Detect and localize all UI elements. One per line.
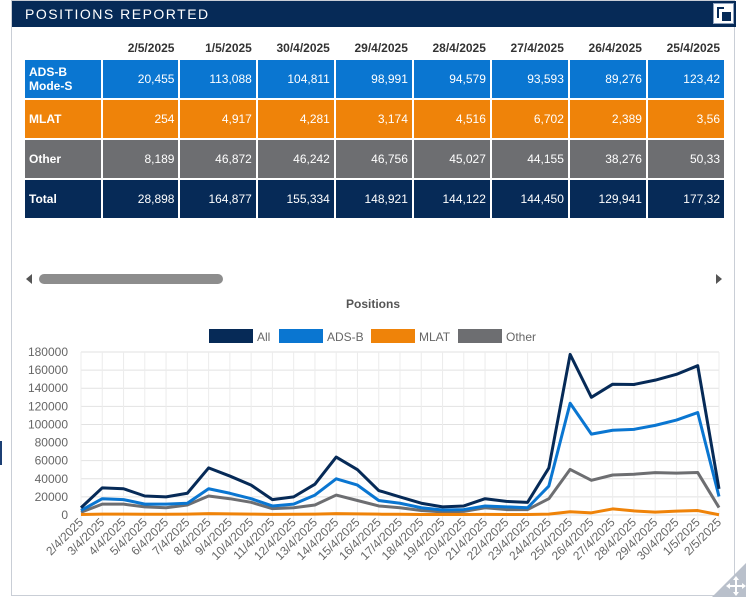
table-cell: 89,276 bbox=[569, 60, 646, 98]
legend-swatch-all[interactable] bbox=[209, 329, 253, 343]
date-header: 29/4/2025 bbox=[335, 38, 412, 58]
table-cell: 20,455 bbox=[103, 60, 179, 98]
restore-icon-fill bbox=[722, 12, 731, 21]
legend-label-ads-b[interactable]: ADS-B bbox=[327, 330, 364, 344]
positions-panel: POSITIONS REPORTED 2/5/2025 1/5/2025 30/… bbox=[11, 0, 746, 597]
y-tick-label: 60000 bbox=[35, 454, 69, 468]
date-header: 26/4/2025 bbox=[569, 38, 646, 58]
table-cell: 123,42 bbox=[647, 60, 724, 98]
y-tick-label: 20000 bbox=[35, 490, 69, 504]
y-tick-label: 100000 bbox=[28, 417, 68, 431]
date-header: 28/4/2025 bbox=[413, 38, 490, 58]
series-line-mlat[interactable] bbox=[80, 507, 720, 517]
table-cell: 144,122 bbox=[413, 180, 490, 218]
legend-swatch-ads-b[interactable] bbox=[279, 329, 323, 343]
y-tick-label: 140000 bbox=[28, 381, 68, 395]
table-corner bbox=[25, 38, 102, 58]
table-cell: 46,872 bbox=[180, 140, 256, 178]
table-cell: 4,516 bbox=[413, 100, 490, 138]
date-header: 2/5/2025 bbox=[103, 38, 179, 58]
date-header: 30/4/2025 bbox=[257, 38, 334, 58]
table-cell: 155,334 bbox=[257, 180, 334, 218]
table-cell: 104,811 bbox=[257, 60, 334, 98]
table-cell: 3,174 bbox=[335, 100, 412, 138]
restore-icon bbox=[717, 7, 724, 18]
table-row-adsb: ADS-B Mode-S 20,455 113,088 104,811 98,99… bbox=[25, 60, 724, 98]
table-cell: 46,242 bbox=[257, 140, 334, 178]
y-axis: 0 20000 40000 60000 80000 100000 120000 140000 1… bbox=[28, 345, 68, 522]
table-cell: 8,189 bbox=[103, 140, 179, 178]
chart-legend: All ADS-B MLAT Other bbox=[209, 329, 536, 344]
y-tick-label: 0 bbox=[61, 508, 68, 522]
panel-title: POSITIONS REPORTED bbox=[25, 6, 210, 22]
table-cell: 45,027 bbox=[413, 140, 490, 178]
restore-window-button[interactable] bbox=[713, 3, 734, 24]
table-cell: 46,756 bbox=[335, 140, 412, 178]
table-row-mlat: MLAT 254 4,917 4,281 3,174 4,516 6,702 2… bbox=[25, 100, 724, 138]
table-row-other: Other 8,189 46,872 46,242 46,756 45,027 … bbox=[25, 140, 724, 178]
positions-chart: Positions All ADS-B MLAT Other 0 20000 40000 6… bbox=[28, 297, 724, 563]
positions-table-container[interactable]: 2/5/2025 1/5/2025 30/4/2025 29/4/2025 28… bbox=[23, 36, 726, 232]
table-cell: 93,593 bbox=[491, 60, 568, 98]
legend-label-other[interactable]: Other bbox=[506, 330, 536, 344]
table-header-row: 2/5/2025 1/5/2025 30/4/2025 29/4/2025 28… bbox=[25, 38, 724, 58]
row-label-mlat: MLAT bbox=[25, 100, 102, 138]
table-row-total: Total 28,898 164,877 155,334 148,921 144… bbox=[25, 180, 724, 218]
chart-title: Positions bbox=[346, 297, 400, 311]
table-cell: 148,921 bbox=[335, 180, 412, 218]
table-cell: 28,898 bbox=[103, 180, 179, 218]
legend-swatch-other[interactable] bbox=[458, 329, 502, 343]
table-cell: 129,941 bbox=[569, 180, 646, 218]
table-cell: 3,56 bbox=[647, 100, 724, 138]
legend-label-mlat[interactable]: MLAT bbox=[419, 330, 451, 344]
row-label-adsb: ADS-B Mode-S bbox=[25, 60, 102, 98]
y-tick-label: 160000 bbox=[28, 363, 68, 377]
y-tick-label: 120000 bbox=[28, 399, 68, 413]
row-label-total: Total bbox=[25, 180, 102, 218]
scroll-thumb[interactable] bbox=[39, 274, 223, 284]
table-cell: 113,088 bbox=[180, 60, 256, 98]
table-cell: 44,155 bbox=[491, 140, 568, 178]
resize-handle-icon[interactable] bbox=[712, 563, 746, 597]
y-tick-label: 40000 bbox=[35, 472, 69, 486]
table-cell: 50,33 bbox=[647, 140, 724, 178]
table-cell: 94,579 bbox=[413, 60, 490, 98]
table-cell: 6,702 bbox=[491, 100, 568, 138]
legend-label-all[interactable]: All bbox=[257, 330, 270, 344]
table-cell: 38,276 bbox=[569, 140, 646, 178]
y-tick-label: 180000 bbox=[28, 345, 68, 359]
table-cell: 4,917 bbox=[180, 100, 256, 138]
chart-series bbox=[79, 352, 721, 517]
legend-swatch-mlat[interactable] bbox=[371, 329, 415, 343]
series-line-other[interactable] bbox=[80, 467, 721, 514]
date-header: 27/4/2025 bbox=[491, 38, 568, 58]
row-label-other: Other bbox=[25, 140, 102, 178]
scroll-right-arrow-icon[interactable] bbox=[716, 274, 722, 284]
table-cell: 254 bbox=[103, 100, 179, 138]
table-horizontal-scrollbar[interactable] bbox=[26, 269, 722, 289]
y-tick-label: 80000 bbox=[35, 436, 69, 450]
table-cell: 177,32 bbox=[647, 180, 724, 218]
positions-table: 2/5/2025 1/5/2025 30/4/2025 29/4/2025 28… bbox=[23, 36, 726, 220]
panel-titlebar: POSITIONS REPORTED bbox=[12, 1, 736, 27]
series-line-all[interactable] bbox=[79, 352, 721, 509]
date-header: 25/4/2025 bbox=[647, 38, 724, 58]
table-cell: 98,991 bbox=[335, 60, 412, 98]
date-header: 1/5/2025 bbox=[180, 38, 256, 58]
table-cell: 4,281 bbox=[257, 100, 334, 138]
scroll-left-arrow-icon[interactable] bbox=[26, 274, 32, 284]
table-cell: 2,389 bbox=[569, 100, 646, 138]
table-cell: 144,450 bbox=[491, 180, 568, 218]
series-line-ads-b[interactable] bbox=[80, 401, 721, 512]
x-axis: 2/4/20253/4/20254/4/20255/4/20256/4/2025… bbox=[43, 515, 724, 563]
page-edge-marker bbox=[0, 441, 2, 465]
table-cell: 164,877 bbox=[180, 180, 256, 218]
